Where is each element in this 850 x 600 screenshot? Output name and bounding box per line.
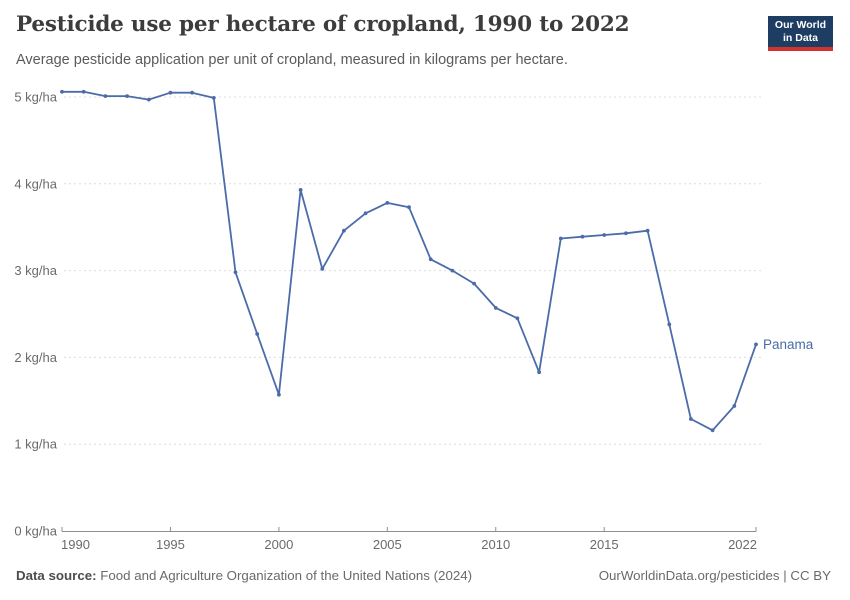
data-point-marker [710,428,715,433]
x-axis-tick-label: 2015 [590,537,619,552]
attribution-note: OurWorldinData.org/pesticides | CC BY [598,568,831,583]
x-axis-tick-label: 2010 [481,537,510,552]
data-point-marker [233,270,238,275]
data-point-marker [342,228,346,233]
data-series-line [61,90,757,432]
y-axis-tick-label: 1 kg/ha [14,437,57,452]
data-point-marker [732,404,737,408]
page-title: Pesticide use per hectare of cropland, 1… [16,12,630,37]
data-point-marker [407,205,411,210]
data-point-marker [81,89,86,94]
data-point-marker [667,322,672,327]
y-axis-tick-label: 4 kg/ha [14,176,57,191]
data-point-marker [450,268,455,273]
data-point-marker [60,89,64,94]
data-point-marker [277,392,281,397]
data-point-marker [624,231,628,236]
data-point-marker [146,97,151,102]
data-point-marker [211,96,216,100]
x-axis-tick-label: 1990 [61,537,90,552]
data-source-note: Data source: Food and Agriculture Organi… [16,568,472,583]
data-point-marker [493,306,498,310]
data-point-marker [255,332,260,336]
data-point-marker [363,211,368,216]
series-label-panama: Panama [763,337,814,352]
data-point-marker [190,90,195,95]
data-point-marker [602,233,607,237]
x-axis-tick-label: 2000 [264,537,293,552]
data-point-marker [558,236,563,241]
data-point-marker [168,90,173,95]
data-point-marker [537,370,541,375]
x-axis-tick-label: 2005 [373,537,402,552]
data-point-marker [472,281,476,286]
data-point-marker [515,316,520,321]
data-point-marker [754,342,758,347]
data-point-marker [298,188,303,192]
x-axis-tick-label: 2022 [728,537,757,552]
data-point-marker [320,267,325,271]
y-axis-tick-label: 5 kg/ha [14,90,57,105]
y-axis-tick-label: 2 kg/ha [14,350,57,365]
y-axis-tick-label: 0 kg/ha [14,524,57,539]
data-point-marker [385,201,390,205]
data-point-marker [125,94,129,98]
chart-subtitle: Average pesticide application per unit o… [16,52,568,68]
data-source-label: Data source: [16,568,97,583]
data-point-marker [689,417,693,421]
data-point-marker [580,234,585,239]
owid-logo: Our World in Data [768,16,833,51]
data-point-marker [103,94,108,98]
data-source-text: Food and Agriculture Organization of the… [100,568,473,583]
y-axis-tick-label: 3 kg/ha [14,263,57,278]
owid-logo-line1: Our World [774,19,827,31]
x-axis-tick-label: 1995 [156,537,185,552]
data-point-marker [428,257,433,262]
owid-logo-line2: in Data [782,31,818,44]
data-point-marker [645,228,650,233]
chart-footer: Data source: Food and Agriculture Organi… [16,568,831,583]
